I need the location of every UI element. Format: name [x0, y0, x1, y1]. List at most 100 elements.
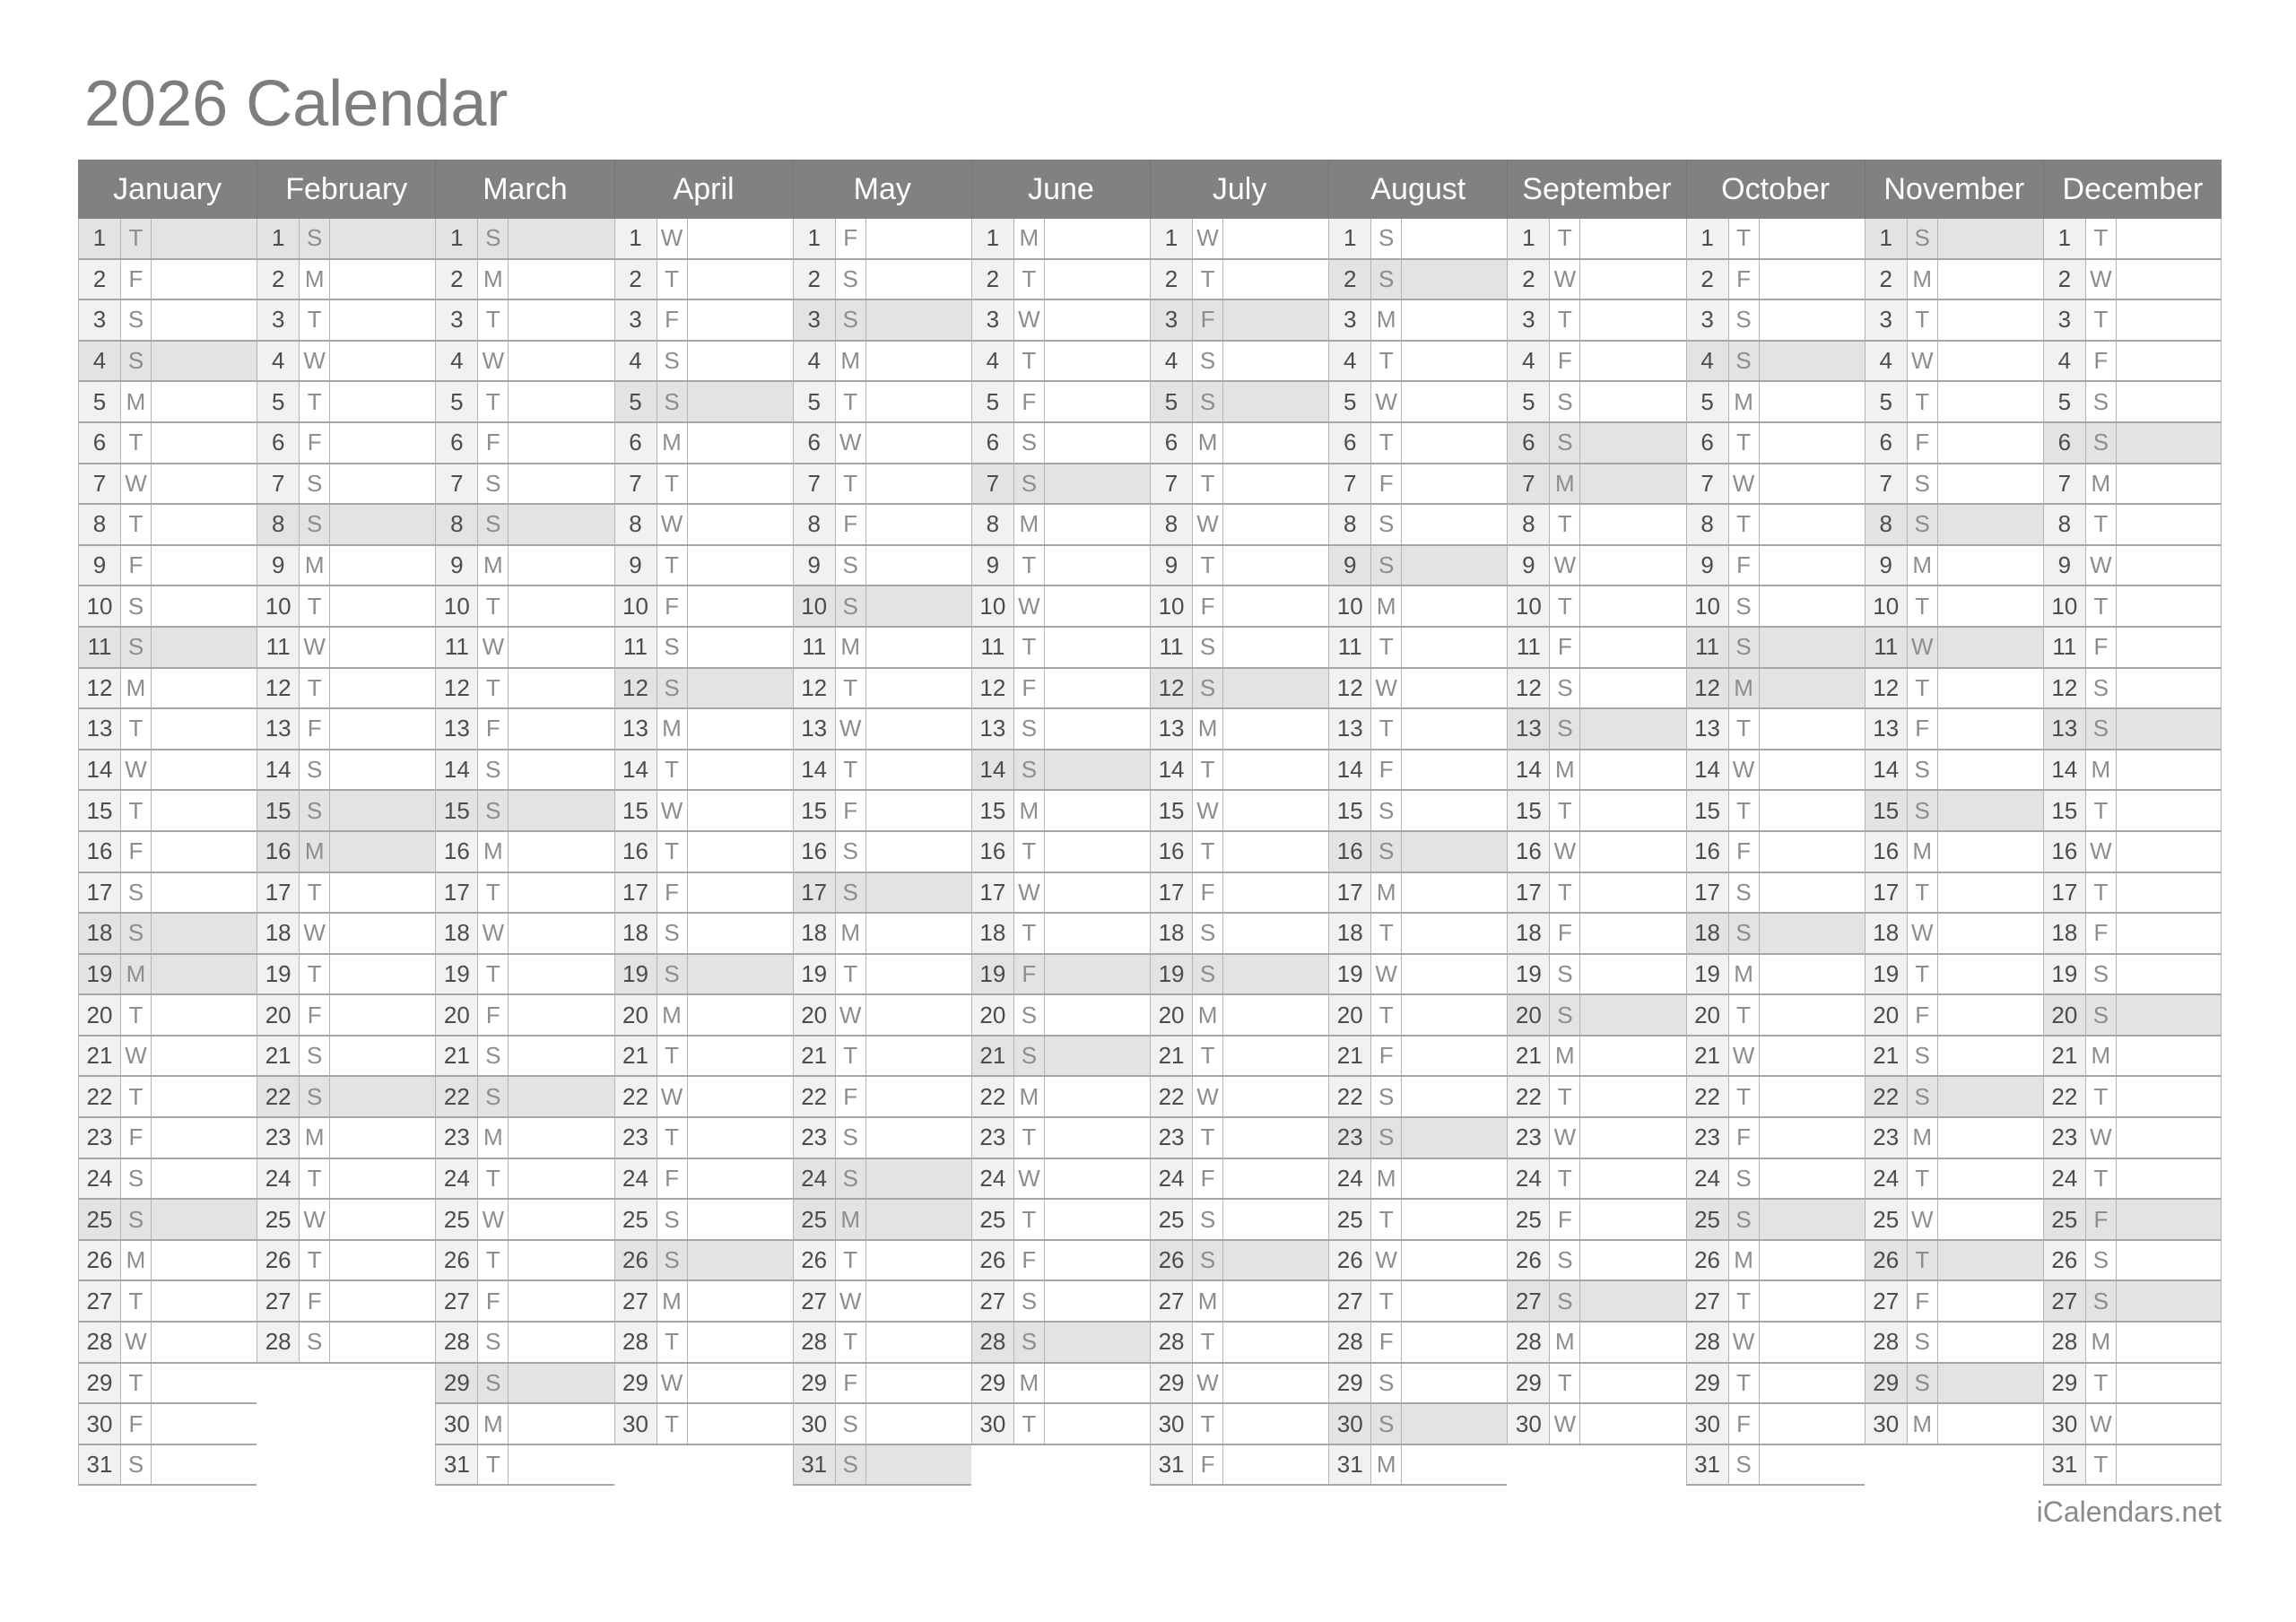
- day-note-cell: [865, 300, 971, 340]
- day-note-cell: [1580, 259, 1686, 299]
- day-note-cell: [1044, 1240, 1151, 1280]
- day-row: 24 T: [435, 1158, 614, 1201]
- day-row: 19 T: [1864, 954, 2043, 996]
- day-row: 24 T: [1864, 1158, 2043, 1201]
- day-number: 6: [1865, 422, 1908, 463]
- day-note-cell: [330, 791, 436, 830]
- day-letter: W: [1728, 464, 1760, 504]
- day-letter: S: [1907, 750, 1938, 790]
- day-letter: W: [1013, 872, 1045, 913]
- day-row: 28 S: [257, 1323, 436, 1364]
- day-letter: T: [121, 1363, 152, 1403]
- day-row: 29 T: [2042, 1363, 2222, 1405]
- day-note-cell: [1223, 627, 1329, 667]
- day-row: 10 T: [2042, 586, 2222, 628]
- day-row: 11 S: [78, 627, 257, 669]
- day-note-cell: [1580, 1036, 1686, 1076]
- day-note-cell: [1402, 1118, 1508, 1158]
- day-number: 20: [257, 995, 300, 1035]
- day-number: 17: [257, 872, 300, 913]
- day-number: 1: [971, 219, 1014, 258]
- day-letter: T: [1193, 1118, 1224, 1158]
- day-note-cell: [1580, 341, 1686, 381]
- day-note-cell: [1402, 1200, 1508, 1239]
- day-note-cell: [1044, 300, 1151, 340]
- day-note-cell: [687, 1077, 793, 1117]
- day-number: 21: [79, 1036, 121, 1076]
- site-link[interactable]: iCalendars.net: [2036, 1496, 2222, 1528]
- day-number: 5: [79, 382, 121, 421]
- day-letter: S: [657, 627, 688, 667]
- day-row: 22 W: [1150, 1077, 1329, 1119]
- day-number: 2: [1865, 259, 1908, 299]
- day-note-cell: [509, 1444, 614, 1485]
- day-note-cell: [509, 1158, 614, 1199]
- day-letter: S: [1371, 545, 1403, 585]
- day-letter: T: [2085, 1444, 2117, 1485]
- day-letter: F: [2085, 1200, 2117, 1239]
- day-letter: T: [657, 1404, 688, 1444]
- day-number: 23: [1151, 1118, 1194, 1158]
- day-number: 14: [614, 750, 657, 790]
- day-row: 11 T: [1328, 627, 1508, 669]
- day-number: 2: [971, 259, 1014, 299]
- day-note-cell: [687, 1158, 793, 1199]
- day-letter: M: [1728, 1240, 1760, 1280]
- day-number: 8: [971, 505, 1014, 544]
- day-letter: W: [478, 627, 509, 667]
- day-note-cell: [509, 1404, 614, 1444]
- day-row: 17 S: [1685, 872, 1865, 915]
- day-row: 15 W: [1150, 791, 1329, 832]
- day-letter: F: [1728, 1404, 1760, 1444]
- day-number: 27: [436, 1281, 479, 1322]
- day-letter: S: [1728, 341, 1760, 381]
- day-number: 15: [436, 791, 479, 830]
- day-row: 20 M: [613, 995, 793, 1037]
- day-letter: S: [835, 1118, 866, 1158]
- day-note-cell: [330, 219, 436, 258]
- day-note-cell: [1223, 341, 1329, 381]
- day-number: 1: [257, 219, 300, 258]
- day-note-cell: [330, 1036, 436, 1076]
- day-letter: S: [1371, 259, 1403, 299]
- day-number: 10: [971, 586, 1014, 626]
- day-note-cell: [1937, 709, 2043, 749]
- day-note-cell: [152, 505, 257, 544]
- day-note-cell: [1937, 831, 2043, 872]
- day-note-cell: [1044, 1158, 1151, 1199]
- day-letter: M: [300, 545, 331, 585]
- day-note-cell: [1937, 505, 2043, 544]
- day-number: 25: [1508, 1200, 1551, 1239]
- day-number: 25: [257, 1200, 300, 1239]
- day-number: 29: [1151, 1363, 1194, 1403]
- day-note-cell: [1402, 259, 1508, 299]
- day-letter: S: [1013, 750, 1045, 790]
- day-number: 17: [79, 872, 121, 913]
- day-letter: T: [1907, 382, 1938, 421]
- day-letter: M: [2085, 750, 2117, 790]
- day-note-cell: [1759, 1118, 1865, 1158]
- day-row: 29 W: [1150, 1363, 1329, 1405]
- day-letter: S: [1728, 1158, 1760, 1199]
- day-row: 20 S: [1507, 995, 1686, 1037]
- day-row: 19 S: [2042, 954, 2222, 996]
- day-note-cell: [865, 586, 971, 626]
- day-letter: T: [1371, 422, 1403, 463]
- day-row: 13 W: [792, 709, 971, 750]
- day-note-cell: [2116, 300, 2222, 340]
- day-note-cell: [865, 750, 971, 790]
- month-label: December: [2062, 171, 2204, 206]
- day-number: 2: [1151, 259, 1194, 299]
- day-note-cell: [509, 791, 614, 830]
- day-row: 17 T: [257, 872, 436, 915]
- day-note-cell: [2116, 1118, 2222, 1158]
- day-number: 31: [793, 1444, 836, 1485]
- day-row: 17 F: [613, 872, 793, 915]
- day-note-cell: [1402, 1444, 1508, 1485]
- day-note-cell: [865, 872, 971, 913]
- day-letter: S: [1550, 422, 1581, 463]
